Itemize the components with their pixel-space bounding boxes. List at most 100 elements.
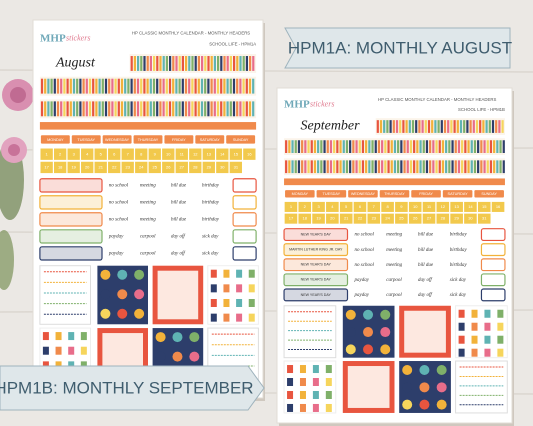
pencil bbox=[111, 78, 114, 94]
pencil bbox=[301, 160, 304, 174]
pencil bbox=[242, 101, 245, 117]
pencil bbox=[239, 56, 242, 71]
event-word: payday bbox=[354, 278, 370, 283]
pencil bbox=[175, 56, 178, 71]
pencil bbox=[461, 140, 464, 153]
pencil bbox=[496, 140, 499, 153]
date-number: 13 bbox=[207, 151, 212, 156]
pencil bbox=[114, 78, 117, 94]
pencil bbox=[239, 101, 242, 117]
date-box bbox=[121, 148, 134, 160]
pencil bbox=[124, 78, 127, 94]
date-box bbox=[381, 213, 394, 224]
pencil bbox=[63, 78, 66, 94]
pencil bbox=[489, 140, 493, 153]
event-word: birthday bbox=[202, 184, 220, 189]
pencil bbox=[191, 56, 194, 71]
pencil bbox=[194, 101, 197, 117]
pattern-letter bbox=[299, 403, 306, 412]
date-number: 3 bbox=[317, 204, 320, 209]
pattern-dot bbox=[172, 351, 183, 362]
pencil bbox=[104, 101, 108, 117]
pencil bbox=[44, 101, 47, 117]
pencil bbox=[418, 120, 421, 133]
date-number: 18 bbox=[58, 164, 63, 169]
pattern-letter bbox=[312, 365, 319, 374]
pencil bbox=[152, 78, 156, 94]
date-box bbox=[464, 213, 477, 224]
banner-top: HPM1A: MONTHLY AUGUST bbox=[284, 27, 512, 69]
date-number: 10 bbox=[166, 151, 171, 156]
pattern-letter bbox=[55, 332, 62, 341]
event-word: meeting bbox=[140, 184, 156, 189]
pencil bbox=[374, 160, 377, 174]
date-box bbox=[450, 213, 463, 224]
sheet-code: SCHOOL LIFE - HPM1B bbox=[458, 107, 505, 112]
pencil bbox=[60, 101, 63, 117]
pencil bbox=[297, 160, 301, 174]
pattern-letter bbox=[325, 378, 332, 387]
date-number: 1 bbox=[290, 204, 293, 209]
pattern-letter bbox=[497, 322, 504, 331]
date-number: 8 bbox=[140, 151, 143, 156]
event-word: birthday bbox=[202, 218, 220, 223]
pencil bbox=[432, 160, 435, 174]
pencil bbox=[498, 120, 501, 133]
sticker-sheet: MHP stickers HP CLASSIC MONTHLY CALENDAR -… bbox=[276, 87, 514, 426]
pencil bbox=[181, 56, 184, 71]
pencil bbox=[248, 78, 252, 94]
pencil bbox=[223, 56, 226, 71]
event-word: meeting bbox=[386, 248, 402, 253]
pattern-letter bbox=[80, 346, 87, 355]
date-number: 12 bbox=[193, 151, 198, 156]
pencil bbox=[411, 120, 415, 133]
weekday-label: WEDNESDAY bbox=[105, 138, 130, 142]
date-box bbox=[395, 213, 408, 224]
event-box bbox=[39, 212, 103, 227]
pencil bbox=[220, 78, 223, 94]
pencil bbox=[454, 160, 457, 174]
pencil bbox=[210, 78, 213, 94]
pencil bbox=[493, 140, 496, 153]
pencil bbox=[223, 78, 226, 94]
pencil bbox=[496, 160, 499, 174]
pencil bbox=[400, 140, 403, 153]
brand-script: stickers bbox=[66, 34, 90, 43]
pencil bbox=[473, 160, 477, 174]
pencil bbox=[427, 120, 431, 133]
pattern-dot bbox=[100, 269, 111, 280]
pencil bbox=[140, 101, 143, 117]
pencil bbox=[130, 101, 133, 117]
date-box bbox=[108, 148, 121, 160]
date-box bbox=[491, 201, 505, 212]
date-box bbox=[202, 148, 215, 160]
pencil bbox=[307, 140, 310, 153]
holiday-label: NEW YEAR'S DAY bbox=[301, 233, 332, 237]
pencil bbox=[361, 160, 365, 174]
pencil bbox=[117, 101, 120, 117]
date-number: 19 bbox=[316, 216, 321, 221]
date-number: 16 bbox=[247, 151, 252, 156]
pencil bbox=[502, 140, 505, 153]
pencil bbox=[223, 101, 226, 117]
sheet-code: SCHOOL LIFE - HPM1A bbox=[209, 42, 256, 47]
pencil bbox=[114, 101, 117, 117]
sheet-header: HP CLASSIC MONTHLY CALENDAR - MONTHLY HE… bbox=[378, 97, 496, 102]
pattern-dot bbox=[436, 365, 447, 376]
event-word: sick day bbox=[450, 278, 467, 283]
event-word: meeting bbox=[386, 233, 402, 238]
pencil bbox=[390, 140, 393, 153]
pencil bbox=[419, 160, 422, 174]
pencil bbox=[133, 78, 136, 94]
pencil bbox=[374, 140, 377, 153]
holiday-label: MARTIN LUTHER KING JR. DAY bbox=[289, 248, 343, 252]
date-box bbox=[464, 201, 477, 212]
pencil bbox=[108, 78, 111, 94]
pattern-dot bbox=[363, 344, 374, 355]
date-number: 9 bbox=[400, 204, 403, 209]
pencil bbox=[326, 140, 329, 153]
pencil bbox=[197, 101, 200, 117]
pattern-letter bbox=[484, 348, 491, 357]
pencil bbox=[409, 160, 413, 174]
event-box bbox=[283, 258, 349, 272]
